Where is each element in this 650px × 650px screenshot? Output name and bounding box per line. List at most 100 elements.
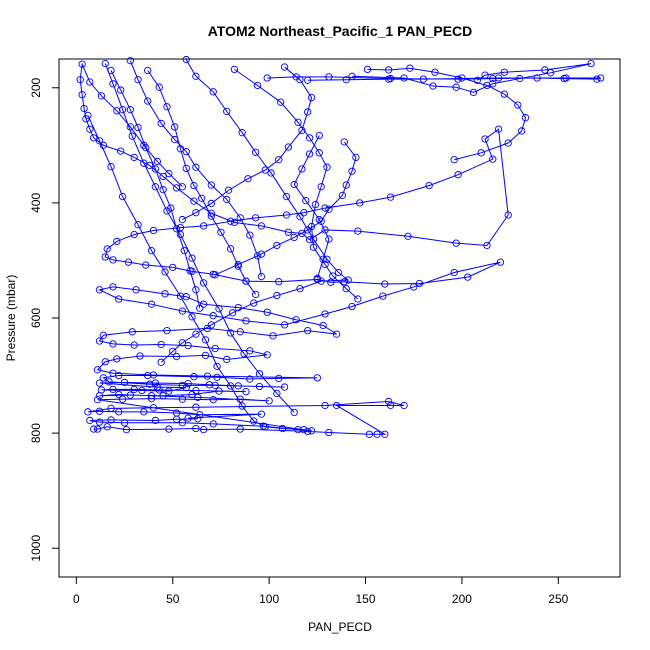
data-point (267, 169, 275, 177)
data-point (365, 430, 374, 438)
data-point (199, 222, 208, 230)
data-point (159, 185, 167, 194)
data-point (147, 392, 156, 400)
data-point (178, 419, 187, 427)
data-point (277, 98, 285, 106)
data-point (348, 302, 356, 311)
series-line (293, 135, 330, 279)
data-point (145, 380, 154, 388)
data-point (176, 230, 185, 239)
data-point (115, 408, 123, 416)
data-point (332, 401, 341, 410)
data-point (178, 339, 187, 347)
data-point (172, 415, 181, 423)
data-point (477, 149, 485, 157)
data-point (406, 64, 414, 72)
data-point (452, 239, 460, 247)
data-point (257, 222, 266, 230)
data-point (95, 337, 104, 345)
data-point (273, 389, 281, 398)
series-group (230, 65, 362, 303)
data-point (132, 286, 140, 294)
data-point (109, 283, 117, 291)
data-point (134, 76, 142, 84)
data-point (500, 68, 508, 76)
data-point (171, 123, 179, 131)
data-point (464, 273, 472, 281)
data-point (149, 404, 158, 412)
series-line (110, 70, 201, 309)
data-point (176, 223, 185, 232)
x-tick-label: 50 (166, 592, 180, 606)
data-point (597, 74, 605, 82)
data-point (452, 83, 460, 91)
data-point (172, 352, 181, 361)
data-point (329, 272, 337, 280)
data-point (97, 92, 106, 100)
data-point (242, 277, 250, 285)
data-point (334, 268, 343, 277)
data-point (176, 292, 185, 300)
data-point (385, 397, 393, 406)
data-point (541, 66, 549, 74)
data-point (311, 200, 320, 209)
data-point (250, 299, 258, 307)
data-point (95, 418, 104, 426)
y-tick-label: 200 (29, 77, 43, 97)
data-point (126, 57, 134, 65)
data-point (147, 394, 156, 403)
data-point (182, 148, 190, 156)
data-point (199, 279, 208, 287)
data-point (290, 408, 298, 417)
data-point (354, 295, 362, 303)
data-point (192, 403, 200, 411)
data-point (236, 425, 244, 433)
data-point (190, 373, 198, 381)
data-point (257, 410, 266, 418)
data-point (458, 74, 466, 82)
data-point (101, 59, 109, 68)
data-point (489, 74, 497, 83)
data-point (203, 372, 212, 380)
data-point (323, 163, 331, 171)
data-point (296, 76, 304, 84)
x-tick-label: 250 (548, 592, 568, 606)
data-point (304, 108, 312, 116)
data-point (255, 370, 264, 378)
data-point (86, 78, 94, 86)
data-point (159, 392, 167, 400)
data-point (211, 344, 219, 353)
data-point (153, 157, 161, 166)
data-point (242, 317, 250, 325)
data-point (234, 262, 242, 270)
data-point (192, 209, 200, 217)
data-point (275, 278, 283, 286)
data-point (352, 153, 360, 162)
data-point (381, 280, 389, 288)
data-point (494, 74, 503, 82)
data-point (317, 183, 325, 191)
data-point (379, 292, 387, 300)
data-point (342, 76, 350, 84)
data-point (194, 415, 202, 423)
series-group (107, 66, 204, 312)
data-point (207, 181, 215, 189)
data-point (504, 211, 512, 219)
data-point (313, 374, 321, 382)
data-point (107, 162, 115, 171)
data-point (186, 267, 194, 275)
series-group (263, 73, 605, 84)
data-point (144, 97, 152, 105)
data-point (317, 217, 325, 225)
data-point (415, 279, 424, 288)
data-point (280, 383, 289, 391)
data-point (307, 93, 316, 102)
data-point (305, 150, 314, 158)
data-point (400, 401, 408, 410)
data-point (188, 390, 196, 399)
data-point (251, 148, 260, 156)
series-group (157, 55, 352, 366)
data-point (261, 423, 269, 431)
data-point (236, 214, 244, 222)
data-point (151, 165, 160, 173)
